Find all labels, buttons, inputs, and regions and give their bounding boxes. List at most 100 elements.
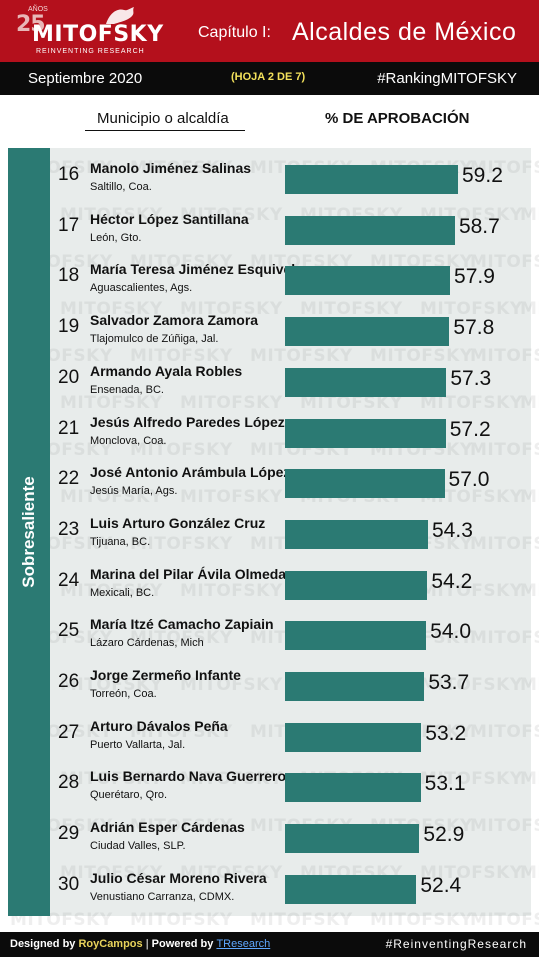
approval-value: 57.3 xyxy=(450,366,492,390)
rank-number: 25 xyxy=(58,620,80,642)
logo-tagline: REINVENTING RESEARCH xyxy=(36,48,145,55)
footer-bar: Designed by RoyCampos | Powered by TRese… xyxy=(0,932,539,957)
approval-value: 53.1 xyxy=(424,772,466,796)
ranking-row: 26 Jorge Zermeño Infante Torreón, Coa. 53.7 xyxy=(50,657,531,708)
chapter-label: Capítulo I: xyxy=(198,24,271,41)
ranking-row: 18 María Teresa Jiménez Esquivel Aguascali… xyxy=(50,251,531,302)
ranking-row: 30 Julio César Moreno Rivera Venustiano Ca… xyxy=(50,860,531,911)
approval-bar xyxy=(285,824,420,854)
category-label: Sobresaliente xyxy=(19,476,38,588)
municipality-name: Torreón, Coa. xyxy=(90,688,157,700)
rank-number: 17 xyxy=(58,214,80,236)
approval-bar xyxy=(285,874,417,904)
approval-bar xyxy=(285,317,450,347)
rank-number: 26 xyxy=(58,671,80,692)
mayor-name: Jesús Alfredo Paredes López xyxy=(90,413,285,430)
category-band xyxy=(8,148,50,916)
approval-bar xyxy=(285,570,428,600)
rank-number: 20 xyxy=(58,366,80,388)
municipality-name: León, Gto. xyxy=(90,231,142,244)
approval-value: 52.4 xyxy=(420,873,462,897)
approval-bar xyxy=(285,621,427,651)
mayor-name: Julio César Moreno Rivera xyxy=(90,869,267,886)
municipality-name: Aguascalientes, Ags. xyxy=(90,282,193,295)
municipality-name: Mexicali, BC. xyxy=(90,586,155,599)
approval-value: 57.9 xyxy=(454,265,495,289)
rank-number: 27 xyxy=(58,721,80,743)
ranking-row: 17 Héctor López Santillana León, Gto. 58.7 xyxy=(50,201,531,252)
mayor-name: Armando Ayala Robles xyxy=(90,362,243,379)
municipality-name: Lázaro Cárdenas, Mich xyxy=(90,637,204,650)
ranking-row: 28 Luis Bernardo Nava Guerrero Querétaro, … xyxy=(50,758,531,809)
powered-by-link[interactable]: TResearch xyxy=(216,938,271,950)
rank-number: 18 xyxy=(58,265,80,287)
designer-name: RoyCampos xyxy=(78,938,143,950)
powered-by-label: Powered by xyxy=(151,938,217,950)
logo-brand: MITOFSKY xyxy=(32,22,164,47)
column-header-approval: % DE APROBACIÓN xyxy=(325,110,470,127)
approval-value: 59.2 xyxy=(462,164,503,187)
municipality-name: Tijuana, BC. xyxy=(90,535,151,548)
column-header-underline xyxy=(85,130,245,131)
ranking-row: 25 María Itzé Camacho Zapiain Lázaro Cárde… xyxy=(50,606,531,657)
designed-by-label: Designed by xyxy=(10,938,79,950)
ranking-hashtag: #RankingMITOFSKY xyxy=(377,70,517,87)
municipality-name: Monclova, Coa. xyxy=(90,434,167,447)
mayor-name: María Teresa Jiménez Esquivel xyxy=(90,261,296,278)
rank-number: 29 xyxy=(58,823,80,845)
logo-years-caption: AÑOS xyxy=(28,6,48,13)
rank-number: 19 xyxy=(58,316,80,338)
approval-bar xyxy=(285,418,446,448)
approval-value: 57.8 xyxy=(453,316,495,340)
approval-value: 54.3 xyxy=(432,518,473,542)
rank-number: 24 xyxy=(58,569,80,591)
mitofsky-logo: AÑOS 25 MITOFSKY REINVENTING RESEARCH xyxy=(6,4,163,60)
approval-value: 54.2 xyxy=(431,569,473,593)
header-banner: AÑOS 25 MITOFSKY REINVENTING RESEARCH Ca… xyxy=(0,0,539,62)
mayor-name: Luis Bernardo Nava Guerrero xyxy=(90,768,287,785)
municipality-name: Venustiano Carranza, CDMX. xyxy=(90,890,235,903)
ranking-row: 27 Arturo Dávalos Peña Puerto Vallarta, Ja… xyxy=(50,708,531,759)
mayor-name: Adrián Esper Cárdenas xyxy=(90,819,245,836)
rank-number: 23 xyxy=(58,518,80,540)
report-date: Septiembre 2020 xyxy=(28,70,143,87)
mayor-name: Jorge Zermeño Infante xyxy=(90,667,241,683)
ranking-row: 24 Marina del Pilar Ávila Olmeda Mexicali,… xyxy=(50,556,531,607)
rank-number: 16 xyxy=(58,164,80,185)
approval-bar xyxy=(285,215,455,245)
sheet-indicator: (HOJA 2 DE 7) xyxy=(231,71,306,83)
subheader-bar: Septiembre 2020 (HOJA 2 DE 7) #RankingMI… xyxy=(0,62,539,95)
municipality-name: Ciudad Valles, SLP. xyxy=(90,840,186,853)
column-header-municipality: Municipio o alcaldía xyxy=(97,110,229,127)
rank-number: 22 xyxy=(58,468,80,490)
ranking-row: 19 Salvador Zamora Zamora Tlajomulco de Zú… xyxy=(50,302,531,353)
approval-bar xyxy=(285,266,451,296)
municipality-name: Ensenada, BC. xyxy=(90,383,164,396)
approval-bar xyxy=(285,672,425,701)
municipality-name: Saltillo, Coa. xyxy=(90,181,152,193)
footer-credits: Designed by RoyCampos | Powered by TRese… xyxy=(10,938,270,950)
rank-number: 28 xyxy=(58,772,80,794)
logo-years: 25 xyxy=(16,12,46,37)
ranking-row: 29 Adrián Esper Cárdenas Ciudad Valles, SL… xyxy=(50,809,531,860)
approval-value: 54.0 xyxy=(430,620,472,644)
approval-bar xyxy=(285,165,458,194)
municipality-name: Puerto Vallarta, Jal. xyxy=(90,738,186,751)
ranking-row: 20 Armando Ayala Robles Ensenada, BC. 57.3 xyxy=(50,353,531,404)
rank-number: 21 xyxy=(58,417,80,439)
mayor-name: José Antonio Arámbula López xyxy=(90,464,291,481)
approval-bar xyxy=(285,469,445,499)
mayor-name: Marina del Pilar Ávila Olmeda xyxy=(90,565,287,582)
rooster-icon xyxy=(106,7,134,24)
mayor-name: Héctor López Santillana xyxy=(90,210,249,227)
approval-value: 57.2 xyxy=(449,417,491,441)
ranking-row: 21 Jesús Alfredo Paredes López Monclova, C… xyxy=(50,404,531,455)
mayor-name: Arturo Dávalos Peña xyxy=(90,717,228,734)
mayor-name: Manolo Jiménez Salinas xyxy=(90,160,252,176)
mayor-name: Luis Arturo González Cruz xyxy=(90,514,266,531)
rank-number: 30 xyxy=(58,873,80,895)
ranking-row: 23 Luis Arturo González Cruz Tijuana, BC. 5… xyxy=(50,505,531,556)
approval-value: 53.2 xyxy=(425,721,467,745)
credits-separator: | xyxy=(142,938,152,950)
approval-value: 57.0 xyxy=(448,468,490,492)
